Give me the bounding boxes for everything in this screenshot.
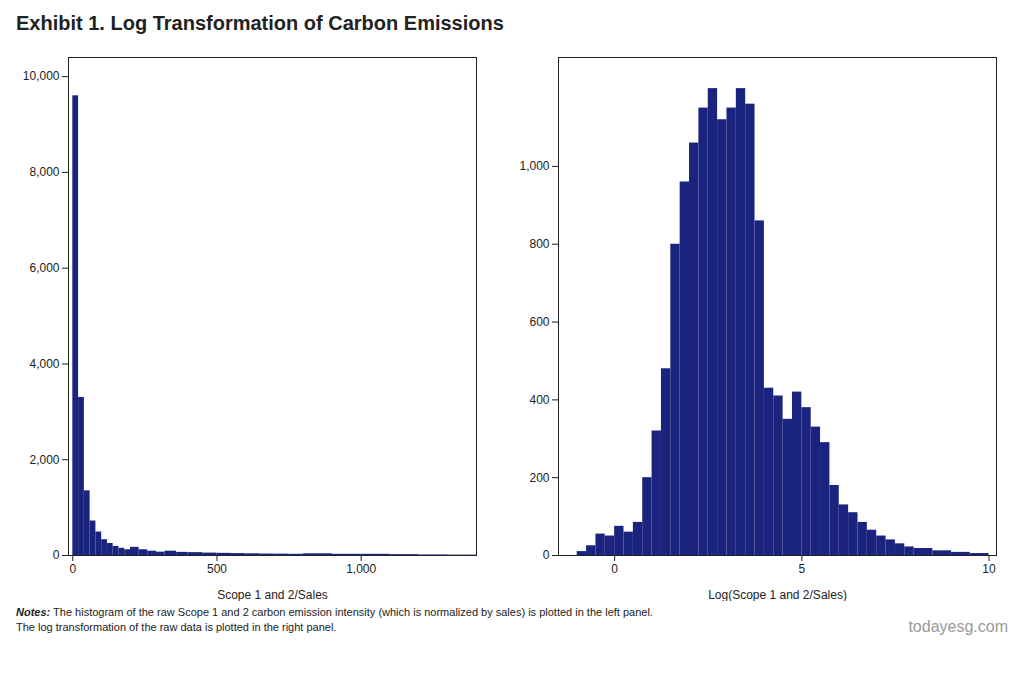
- html-text:Notes: The histogram of the ra: Notes: The histogram of the raw Scope 1 …: [16, 606, 653, 634]
- svg-text:0: 0: [69, 562, 76, 576]
- svg-text:600: 600: [529, 315, 549, 329]
- svg-text:6,000: 6,000: [29, 261, 59, 275]
- svg-text:0: 0: [53, 548, 60, 562]
- svg-text:200: 200: [529, 471, 549, 485]
- svg-text:0: 0: [543, 548, 550, 562]
- html-text:todayesg.com: todayesg.com: [908, 617, 1008, 635]
- svg-text:0: 0: [611, 562, 618, 576]
- svg-text:1,000: 1,000: [346, 562, 376, 576]
- svg-text:500: 500: [207, 562, 227, 576]
- svg-text:Scope 1 and 2/Sales: Scope 1 and 2/Sales: [217, 588, 328, 602]
- svg-text:10: 10: [982, 562, 996, 576]
- svg-text:5: 5: [798, 562, 805, 576]
- svg-text:400: 400: [529, 393, 549, 407]
- svg-text:Log(Scope 1 and 2/Sales): Log(Scope 1 and 2/Sales): [708, 588, 847, 602]
- svg-text:10,000: 10,000: [23, 69, 60, 83]
- svg-text:8,000: 8,000: [29, 165, 59, 179]
- svg-text:2,000: 2,000: [29, 453, 59, 467]
- html-text:Exhibit 1. Log Transformation: Exhibit 1. Log Transformation of Carbon …: [16, 12, 504, 34]
- svg-text:1,000: 1,000: [519, 159, 549, 173]
- svg-text:800: 800: [529, 237, 549, 251]
- svg-text:4,000: 4,000: [29, 357, 59, 371]
